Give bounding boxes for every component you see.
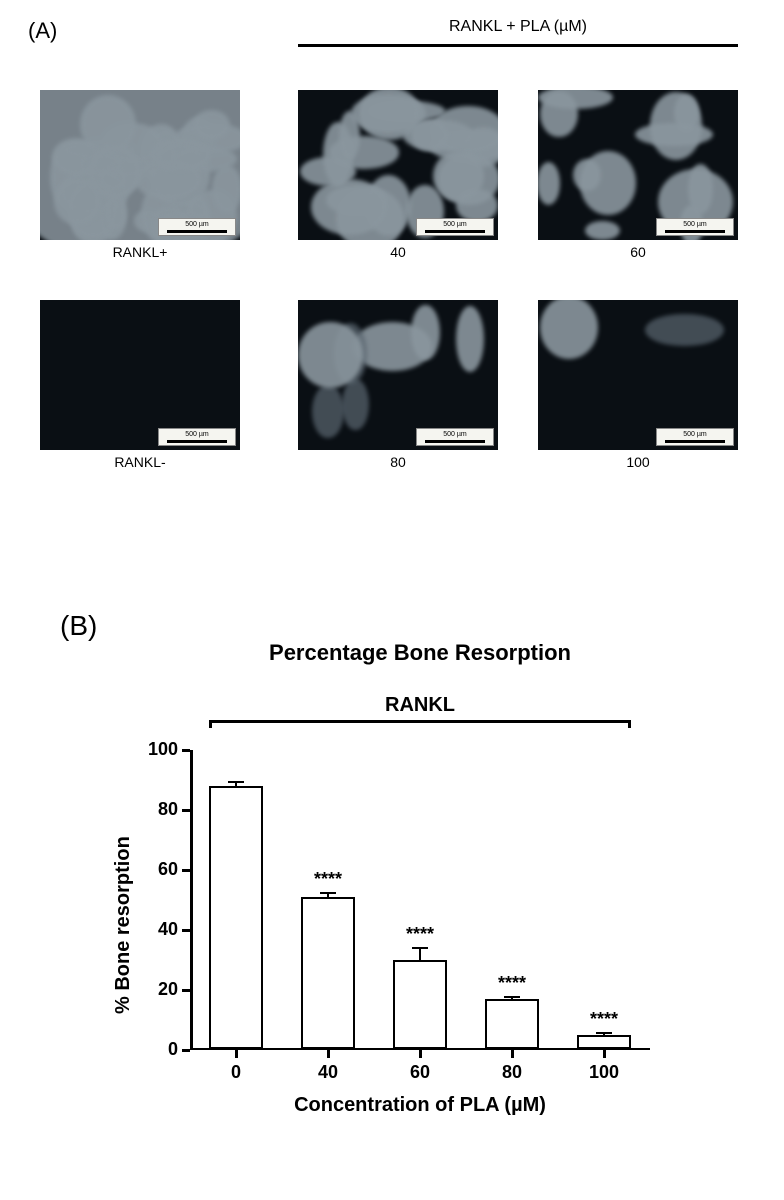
y-tick-label: 20 [138,979,178,1000]
scalebar-line [167,230,227,233]
x-tick [419,1050,422,1058]
scalebar-label: 500 µm [443,221,467,228]
rankl-annotation-tick [209,720,212,728]
bar-60 [393,960,446,1049]
x-tick [235,1050,238,1058]
micrograph-pla80: 500 µm [298,300,498,450]
panel-b-label: (B) [60,610,97,642]
errorbar-cap [504,996,520,998]
plot-area: 0204060801000****40****60****80****100 [190,750,650,1050]
rankl-annotation-label: RANKL [190,694,650,717]
scalebar: 500 µm [656,218,734,236]
y-tick-label: 0 [138,1039,178,1060]
scalebar: 500 µm [416,218,494,236]
y-axis-title: % Bone resorption [112,836,135,1014]
y-tick-label: 60 [138,859,178,880]
scalebar-line [425,230,485,233]
errorbar-cap [228,781,244,783]
x-tick [603,1050,606,1058]
y-axis [190,750,193,1050]
scalebar-line [167,440,227,443]
micrograph-caption-pla60: 60 [538,244,738,260]
significance-label: **** [482,973,542,994]
x-tick-label: 60 [390,1062,450,1083]
micrograph-pla60: 500 µm [538,90,738,240]
scalebar-line [425,440,485,443]
scalebar-label: 500 µm [185,221,209,228]
bar-100 [577,1035,630,1049]
micrograph-rankl_minus: 500 µm [40,300,240,450]
scalebar: 500 µm [158,218,236,236]
rankl-annotation-line [209,720,630,723]
x-tick [327,1050,330,1058]
panel-a-label: (A) [28,18,57,44]
errorbar-cap [596,1032,612,1034]
x-axis-title: Concentration of PLA (µM) [190,1094,650,1117]
scalebar: 500 µm [656,428,734,446]
errorbar [419,948,421,960]
bar-0 [209,786,262,1049]
panel-a-header: RANKL + PLA (µM) [298,18,738,36]
bar-chart: Percentage Bone Resorption RANKL 0204060… [70,640,710,1160]
scalebar-label: 500 µm [443,431,467,438]
micrograph-caption-pla80: 80 [298,454,498,470]
bar-80 [485,999,538,1049]
micrograph-caption-pla100: 100 [538,454,738,470]
x-tick-label: 80 [482,1062,542,1083]
y-tick [182,749,190,752]
y-tick-label: 100 [138,739,178,760]
scalebar-label: 500 µm [683,431,707,438]
scalebar-line [665,230,725,233]
significance-label: **** [390,924,450,945]
micrograph-caption-rankl_plus: RANKL+ [40,244,240,260]
y-tick-label: 40 [138,919,178,940]
scalebar: 500 µm [416,428,494,446]
micrograph-rankl_plus: 500 µm [40,90,240,240]
scalebar-label: 500 µm [185,431,209,438]
y-tick [182,1049,190,1052]
chart-title: Percentage Bone Resorption [160,640,680,666]
micrograph-caption-rankl_minus: RANKL- [40,454,240,470]
rankl-annotation-tick [628,720,631,728]
y-tick [182,929,190,932]
panel-a-header-line [298,44,738,47]
y-tick [182,989,190,992]
scalebar: 500 µm [158,428,236,446]
scalebar-line [665,440,725,443]
micrograph-pla40: 500 µm [298,90,498,240]
bar-40 [301,897,354,1049]
significance-label: **** [574,1009,634,1030]
y-tick [182,869,190,872]
x-tick-label: 100 [574,1062,634,1083]
y-tick-label: 80 [138,799,178,820]
significance-label: **** [298,869,358,890]
y-tick [182,809,190,812]
x-tick-label: 40 [298,1062,358,1083]
micrograph-pla100: 500 µm [538,300,738,450]
x-tick-label: 0 [206,1062,266,1083]
x-tick [511,1050,514,1058]
scalebar-label: 500 µm [683,221,707,228]
errorbar-cap [412,947,428,949]
micrograph-caption-pla40: 40 [298,244,498,260]
errorbar-cap [320,892,336,894]
